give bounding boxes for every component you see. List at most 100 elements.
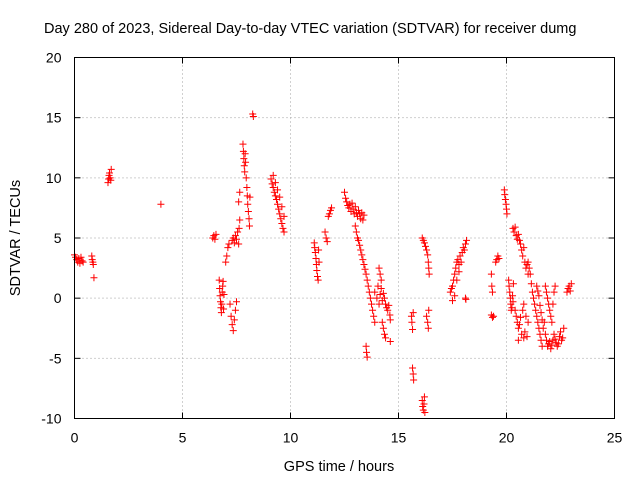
x-axis-label: GPS time / hours <box>284 459 394 475</box>
data-point <box>362 342 370 350</box>
data-point <box>220 291 228 299</box>
data-point <box>420 393 428 401</box>
data-point <box>425 264 433 272</box>
data-point <box>519 252 527 260</box>
data-point <box>501 195 509 203</box>
data-point <box>534 287 542 295</box>
data-point <box>548 341 556 349</box>
chart-title: Day 280 of 2023, Sidereal Day-to-day VTE… <box>44 21 576 37</box>
data-point <box>409 364 417 372</box>
data-point <box>536 301 544 309</box>
data-point <box>240 162 248 170</box>
data-point <box>370 312 378 320</box>
data-point <box>351 203 359 211</box>
data-point <box>548 318 556 326</box>
data-point <box>216 292 224 300</box>
data-point <box>244 200 252 208</box>
data-point <box>323 238 331 246</box>
data-point <box>375 300 383 308</box>
data-point <box>541 282 549 290</box>
data-point <box>235 198 243 206</box>
data-point <box>107 165 115 173</box>
data-point <box>376 291 384 299</box>
grid <box>74 57 615 419</box>
data-point <box>360 260 368 268</box>
data-point <box>503 210 511 218</box>
data-point <box>528 288 536 296</box>
data-point <box>244 208 252 216</box>
data-point <box>514 230 522 238</box>
data-point <box>363 348 371 356</box>
data-point <box>364 282 372 290</box>
data-point <box>451 292 459 300</box>
y-tick-label: 5 <box>54 230 62 246</box>
y-tick-label: -10 <box>41 411 61 427</box>
data-point <box>524 318 532 326</box>
x-tick-label: 0 <box>71 430 79 446</box>
data-point <box>509 298 517 306</box>
data-point <box>506 288 514 296</box>
data-point <box>269 183 277 191</box>
data-point <box>235 224 243 232</box>
data-point <box>105 169 113 177</box>
data-points <box>71 110 575 416</box>
y-tick-label: 15 <box>46 110 62 126</box>
data-point <box>230 316 238 324</box>
data-point <box>517 240 525 248</box>
data-point <box>408 318 416 326</box>
data-point <box>240 155 248 163</box>
data-point <box>462 295 470 303</box>
data-point <box>279 224 287 232</box>
data-point <box>371 288 379 296</box>
data-point <box>271 192 279 200</box>
data-point <box>533 282 541 290</box>
data-point <box>363 276 371 284</box>
data-point <box>456 252 464 260</box>
data-point <box>526 270 534 278</box>
data-point <box>315 258 323 266</box>
data-point <box>242 174 250 182</box>
data-point <box>219 277 227 285</box>
data-point <box>241 150 249 158</box>
data-point <box>379 289 387 297</box>
data-point <box>547 312 555 320</box>
data-point <box>89 260 97 268</box>
data-point <box>79 258 87 266</box>
data-point <box>425 270 433 278</box>
data-point <box>530 294 537 302</box>
data-point <box>241 168 249 176</box>
y-tick-label: 0 <box>54 290 62 306</box>
data-point <box>535 292 543 300</box>
plot-frame <box>74 57 615 419</box>
data-point <box>488 282 496 290</box>
data-point <box>246 193 254 201</box>
data-point <box>560 324 568 332</box>
data-point <box>222 258 230 266</box>
y-tick-label: 20 <box>46 50 62 66</box>
data-point <box>534 318 542 326</box>
x-tick-label: 15 <box>391 430 407 446</box>
data-point <box>382 334 390 342</box>
data-point <box>345 204 353 212</box>
data-point <box>375 264 383 272</box>
data-point <box>376 270 384 278</box>
data-point <box>520 300 528 308</box>
data-point <box>356 241 364 249</box>
data-point <box>423 246 431 254</box>
data-point <box>218 300 226 308</box>
data-point <box>224 244 232 252</box>
data-point <box>311 244 319 252</box>
data-point <box>322 234 330 242</box>
x-tick-label: 20 <box>499 430 515 446</box>
data-point <box>234 228 242 236</box>
data-point <box>510 228 518 236</box>
data-point <box>425 306 433 314</box>
data-point <box>514 336 522 344</box>
y-tick-label: -5 <box>49 350 62 366</box>
data-point <box>461 240 469 248</box>
data-point <box>235 240 243 248</box>
data-point <box>315 246 323 254</box>
data-point <box>509 292 517 300</box>
data-point <box>409 325 417 333</box>
